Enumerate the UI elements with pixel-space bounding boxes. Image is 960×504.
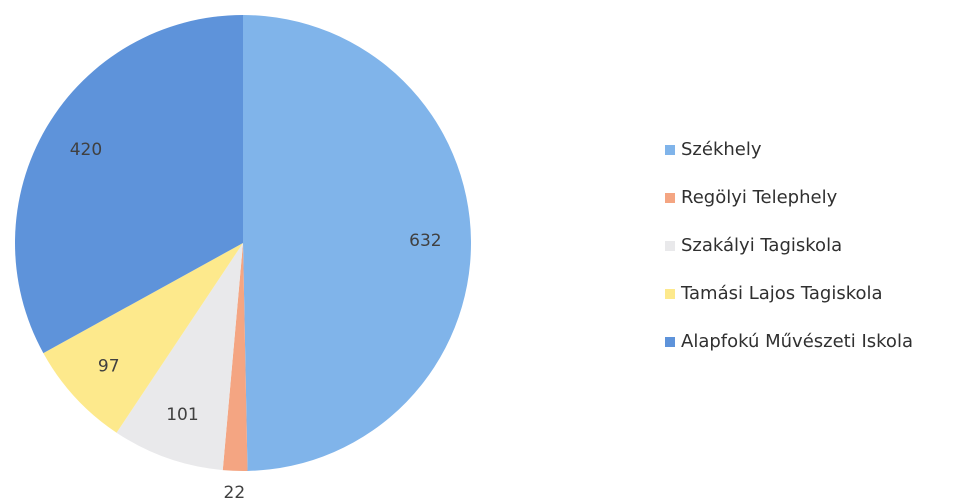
legend-swatch — [665, 145, 675, 155]
legend-swatch — [665, 193, 675, 203]
legend-label: Regölyi Telephely — [681, 187, 838, 208]
legend-label: Székhely — [681, 139, 762, 160]
legend-swatch — [665, 289, 675, 299]
legend-label: Tamási Lajos Tagiskola — [680, 283, 883, 304]
data-label: 22 — [224, 483, 246, 503]
legend-label: Szakályi Tagiskola — [681, 235, 842, 256]
pie-slice — [14, 15, 244, 354]
data-label: 420 — [70, 140, 102, 160]
legend-swatch — [665, 241, 675, 251]
data-label: 632 — [409, 231, 441, 251]
pie-slice — [116, 243, 243, 471]
data-label: 97 — [98, 356, 120, 376]
legend-label: Alapfokú Művészeti Iskola — [681, 331, 913, 352]
pie-slice — [222, 243, 248, 472]
data-label: 101 — [166, 405, 198, 425]
pie-slice — [243, 15, 472, 471]
pie-slice — [43, 243, 244, 433]
legend-swatch — [665, 337, 675, 347]
